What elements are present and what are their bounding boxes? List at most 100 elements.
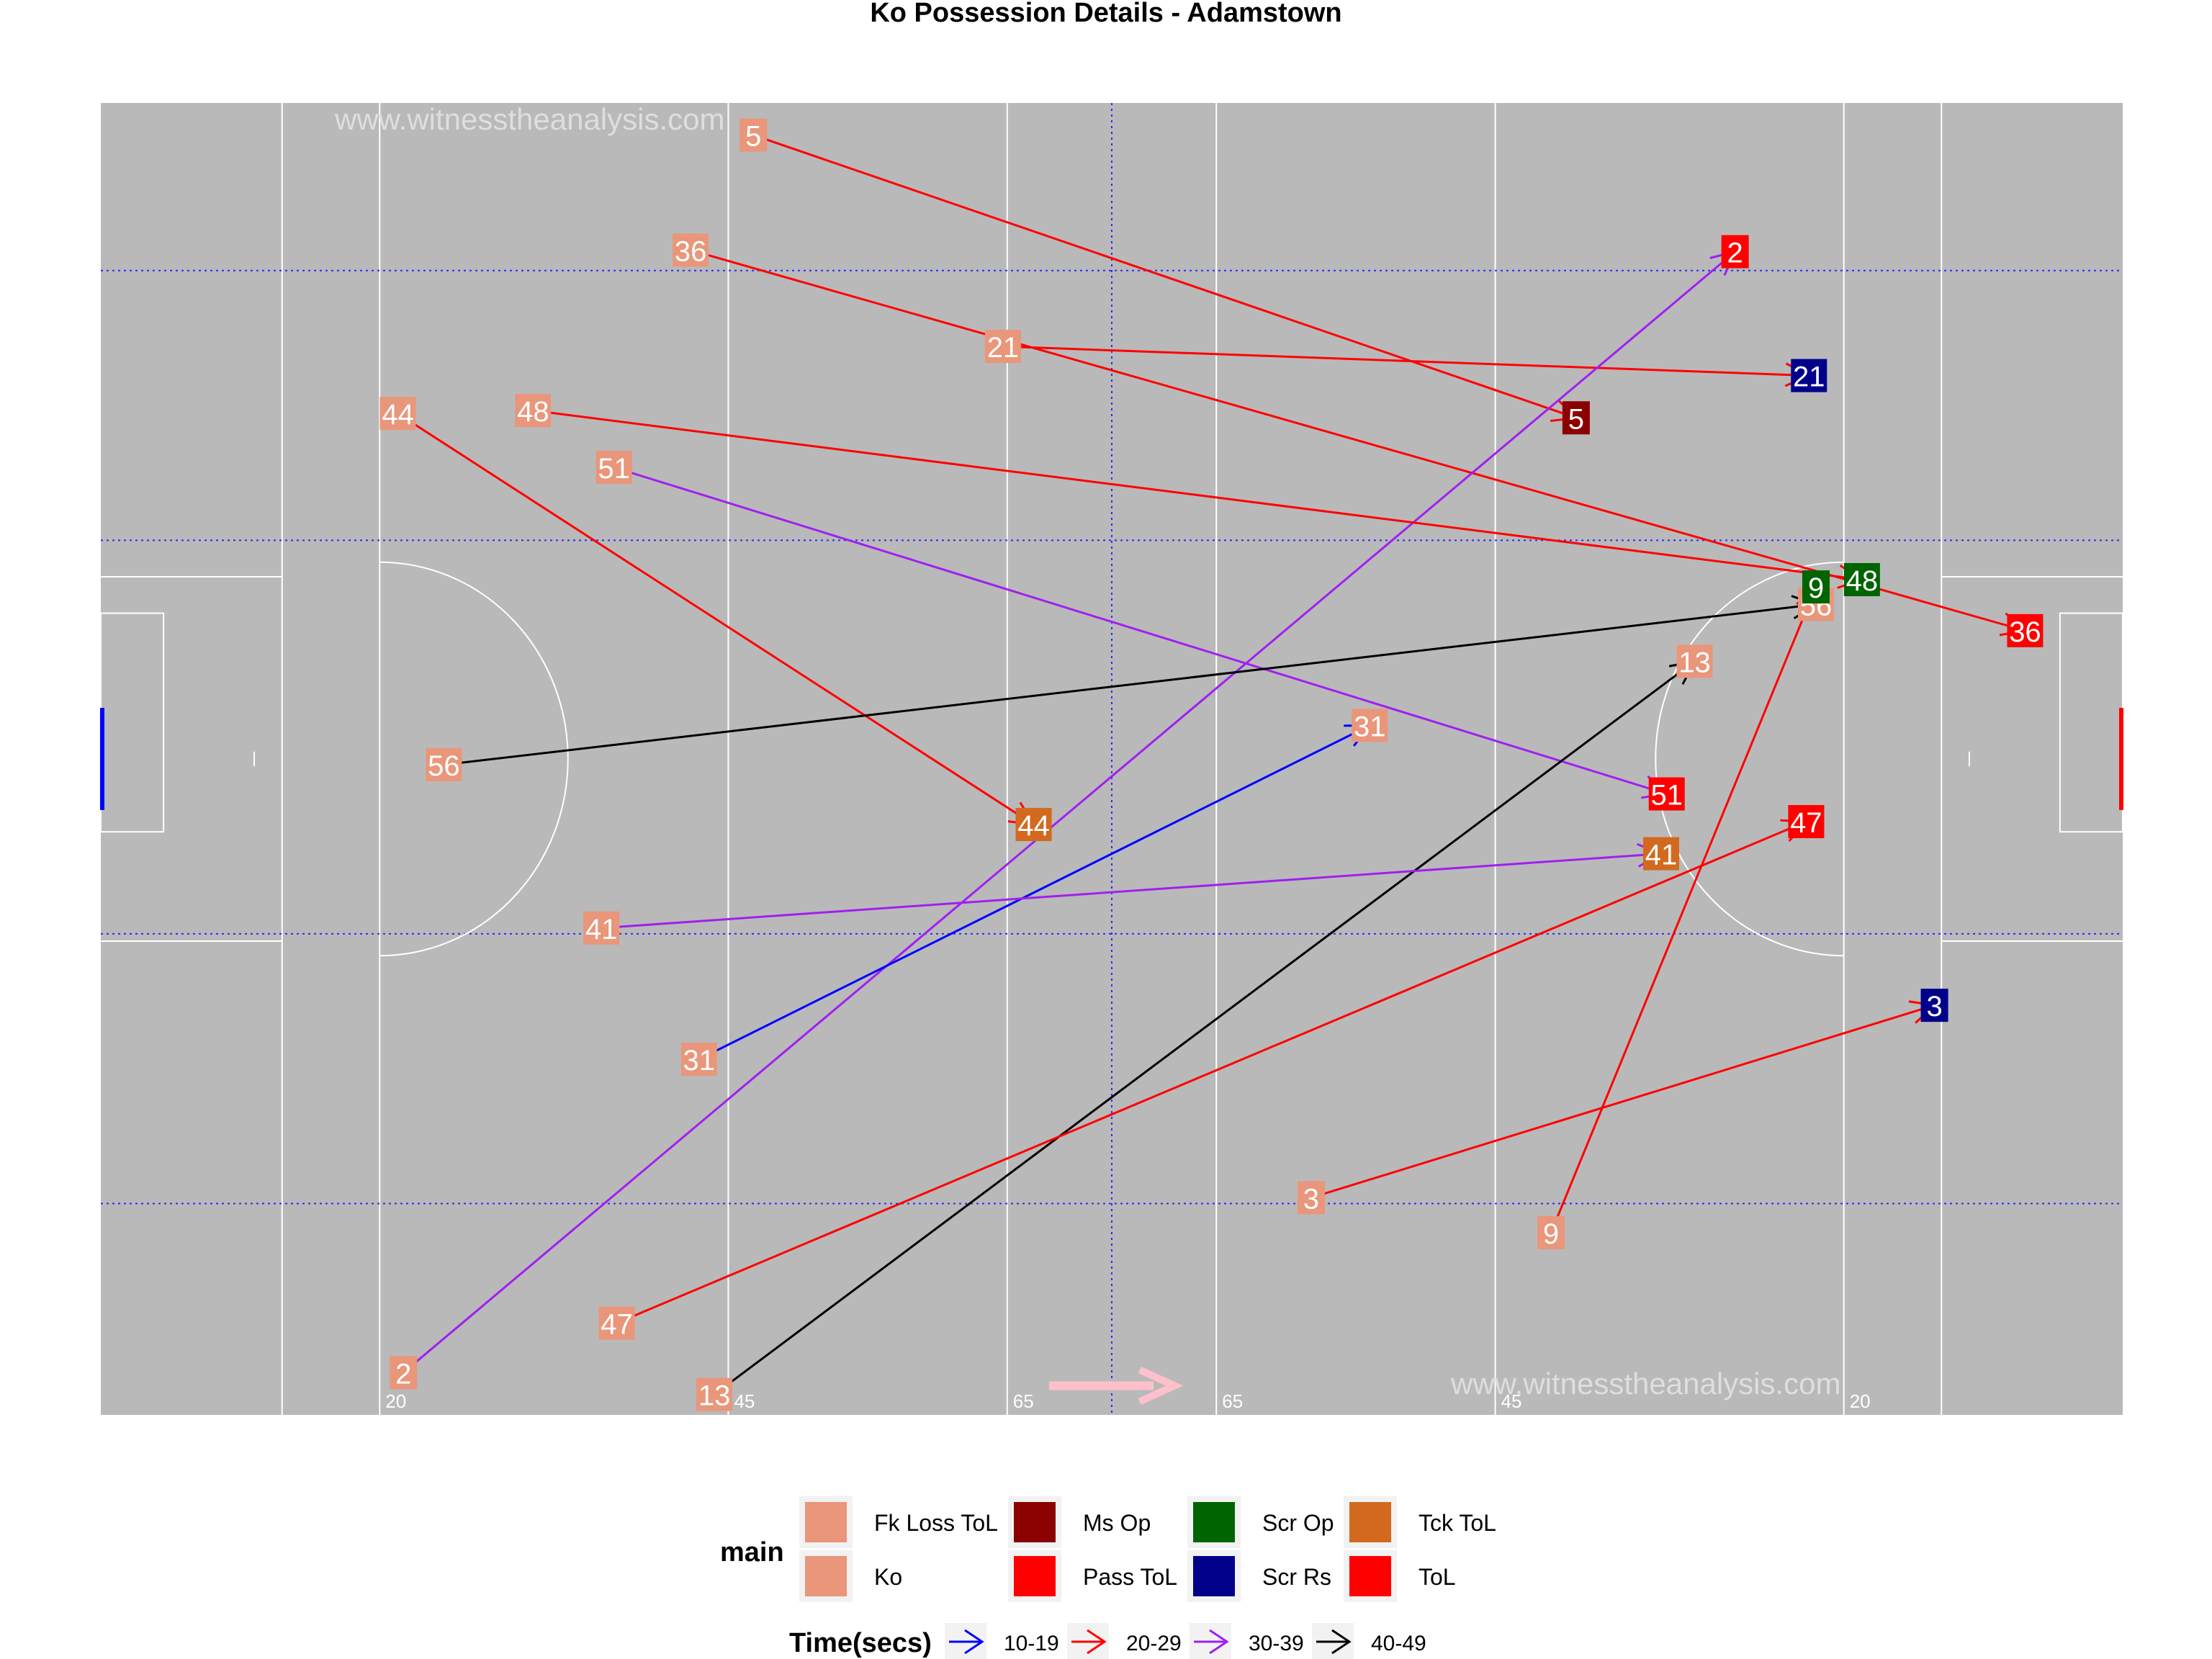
- possession-end-label: 31: [1354, 711, 1386, 742]
- arc-right: [1655, 561, 1844, 957]
- possession-line: [752, 134, 1577, 419]
- possession-end-label: 44: [1017, 810, 1050, 842]
- legend-swatch: [1193, 1502, 1235, 1542]
- possession-end-label-box: [1352, 709, 1388, 742]
- possession-end-label-box: [2007, 613, 2044, 647]
- legend-swatch: [805, 1556, 847, 1596]
- line-label: 20: [1850, 1390, 1871, 1412]
- possession-start-label: 56: [428, 750, 460, 782]
- legend-time-entry: 30-39: [1249, 1632, 1304, 1655]
- line-label: 45: [1501, 1390, 1522, 1412]
- legend-main-entry: Fk Loss ToL: [874, 1510, 998, 1536]
- possession-start-label: 41: [585, 914, 618, 945]
- possession-end-label: 48: [1846, 565, 1879, 597]
- possession-line: [1310, 1004, 1936, 1199]
- possession-start-label-box: [595, 451, 632, 485]
- possession-end-label-box: [1676, 644, 1713, 678]
- possession-line: [533, 409, 1863, 581]
- possession-start-label-box: [680, 1043, 717, 1076]
- legend-main-items: Fk Loss ToL Ko Ms Op Pass ToL Scr Op Scr Rs Tc…: [799, 1496, 1496, 1602]
- possession-end-label: 5: [1568, 403, 1584, 435]
- legend: main Fk Loss ToL Ko Ms Op Pass ToL Scr Op Scr…: [720, 1496, 1496, 1659]
- direction-arrowhead: [1138, 1366, 1184, 1406]
- possession-line: [1550, 586, 1817, 1233]
- possession-end-label: 13: [1678, 647, 1711, 678]
- possession-line: [690, 249, 2026, 632]
- line-label: 45: [734, 1390, 755, 1412]
- legend-time-arrowhead: [964, 1629, 984, 1655]
- possession-start-label: 31: [683, 1045, 716, 1076]
- legend-time-entry: 40-49: [1371, 1632, 1426, 1655]
- legend-swatch: [1014, 1556, 1056, 1596]
- possession-start-label-box: [426, 748, 462, 782]
- legend-main-entry: Ms Op: [1083, 1510, 1151, 1536]
- legend-main-entry: Scr Rs: [1262, 1564, 1331, 1590]
- legend-swatch: [1193, 1556, 1235, 1596]
- possession-start-label: 21: [987, 332, 1020, 364]
- watermark-bottom: www.witnesstheanalysis.com: [1450, 1367, 1841, 1401]
- possession-start-label: 3: [1303, 1183, 1319, 1215]
- legend-main-entry: Tck ToL: [1419, 1510, 1496, 1536]
- legend-time-items: 10-19 20-29 30-39 40-49: [945, 1623, 1426, 1659]
- legend-time-arrowhead: [1331, 1629, 1352, 1655]
- legend-main-entry: Pass ToL: [1083, 1564, 1177, 1590]
- possession-lines: [397, 134, 2028, 1395]
- possession-start-label: 44: [382, 399, 414, 431]
- legend-time-entry: 10-19: [1004, 1632, 1059, 1655]
- possession-end-label-box: [1802, 570, 1830, 604]
- legend-swatch: [1349, 1502, 1391, 1542]
- line-label: 65: [1222, 1390, 1243, 1412]
- watermark-top: www.witnesstheanalysis.com: [334, 102, 725, 136]
- line-label: 65: [1013, 1390, 1034, 1412]
- possession-start-label: 13: [698, 1380, 731, 1412]
- possession-end-label: 2: [1727, 237, 1743, 269]
- possession-start-label-box: [515, 394, 552, 428]
- possession-start-label-box: [379, 397, 416, 431]
- possession-line: [444, 603, 1817, 766]
- possession-end-label: 51: [1650, 780, 1683, 811]
- possession-end-label: 3: [1926, 991, 1942, 1022]
- legend-time-arrowhead: [1209, 1629, 1229, 1655]
- possession-end-label-box: [1920, 989, 1948, 1022]
- possession-line: [613, 466, 1668, 796]
- possession-start-label: 51: [598, 453, 630, 485]
- chart-title: Ko Possession Details - Adamstown: [870, 0, 1341, 28]
- legend-time-title: Time(secs): [789, 1628, 932, 1658]
- possession-start-label: 9: [1543, 1218, 1559, 1250]
- possession-end-label-box: [1843, 562, 1880, 596]
- possession-start-label-box: [673, 233, 709, 267]
- possession-line: [1002, 345, 1809, 377]
- possession-labels: 5536362121224444484851515656991313313141…: [379, 118, 2044, 1412]
- possession-end-label-box: [1643, 837, 1680, 871]
- line-label: 20: [385, 1390, 406, 1412]
- legend-main-entry: Scr Op: [1262, 1510, 1334, 1536]
- possession-line: [714, 660, 1696, 1395]
- possession-start-label-box: [583, 911, 620, 945]
- legend-time-entry: 20-29: [1126, 1632, 1182, 1655]
- possession-start-label-box: [739, 118, 768, 152]
- legend-main-title: main: [720, 1537, 784, 1568]
- pitch: 20 45 65 65 45 20: [100, 103, 2124, 1415]
- possession-start-label: 2: [395, 1358, 411, 1390]
- possession-start-label: 36: [675, 235, 707, 267]
- legend-swatch: [805, 1502, 847, 1542]
- possession-start-label-box: [1537, 1215, 1565, 1249]
- possession-end-label-box: [1015, 808, 1052, 842]
- possession-start-label-box: [390, 1356, 418, 1390]
- possession-start-label: 47: [601, 1308, 633, 1340]
- possession-start-label-box: [598, 1306, 635, 1340]
- legend-time-arrowhead: [1087, 1629, 1107, 1655]
- possession-line: [601, 853, 1662, 930]
- possession-start-label: 5: [745, 121, 761, 153]
- possession-start-label-box: [984, 330, 1021, 364]
- possession-line: [616, 820, 1807, 1324]
- possession-end-label-box: [1791, 359, 1827, 392]
- possession-end-label-box: [1648, 777, 1685, 811]
- possession-end-label-box: [1788, 805, 1825, 839]
- legend-main-entry: Ko: [874, 1564, 902, 1590]
- possession-end-label: 47: [1790, 807, 1822, 839]
- possession-end-label-box: [1562, 401, 1590, 435]
- possession-end-label: 41: [1645, 840, 1678, 871]
- possession-end-label: 9: [1808, 572, 1824, 604]
